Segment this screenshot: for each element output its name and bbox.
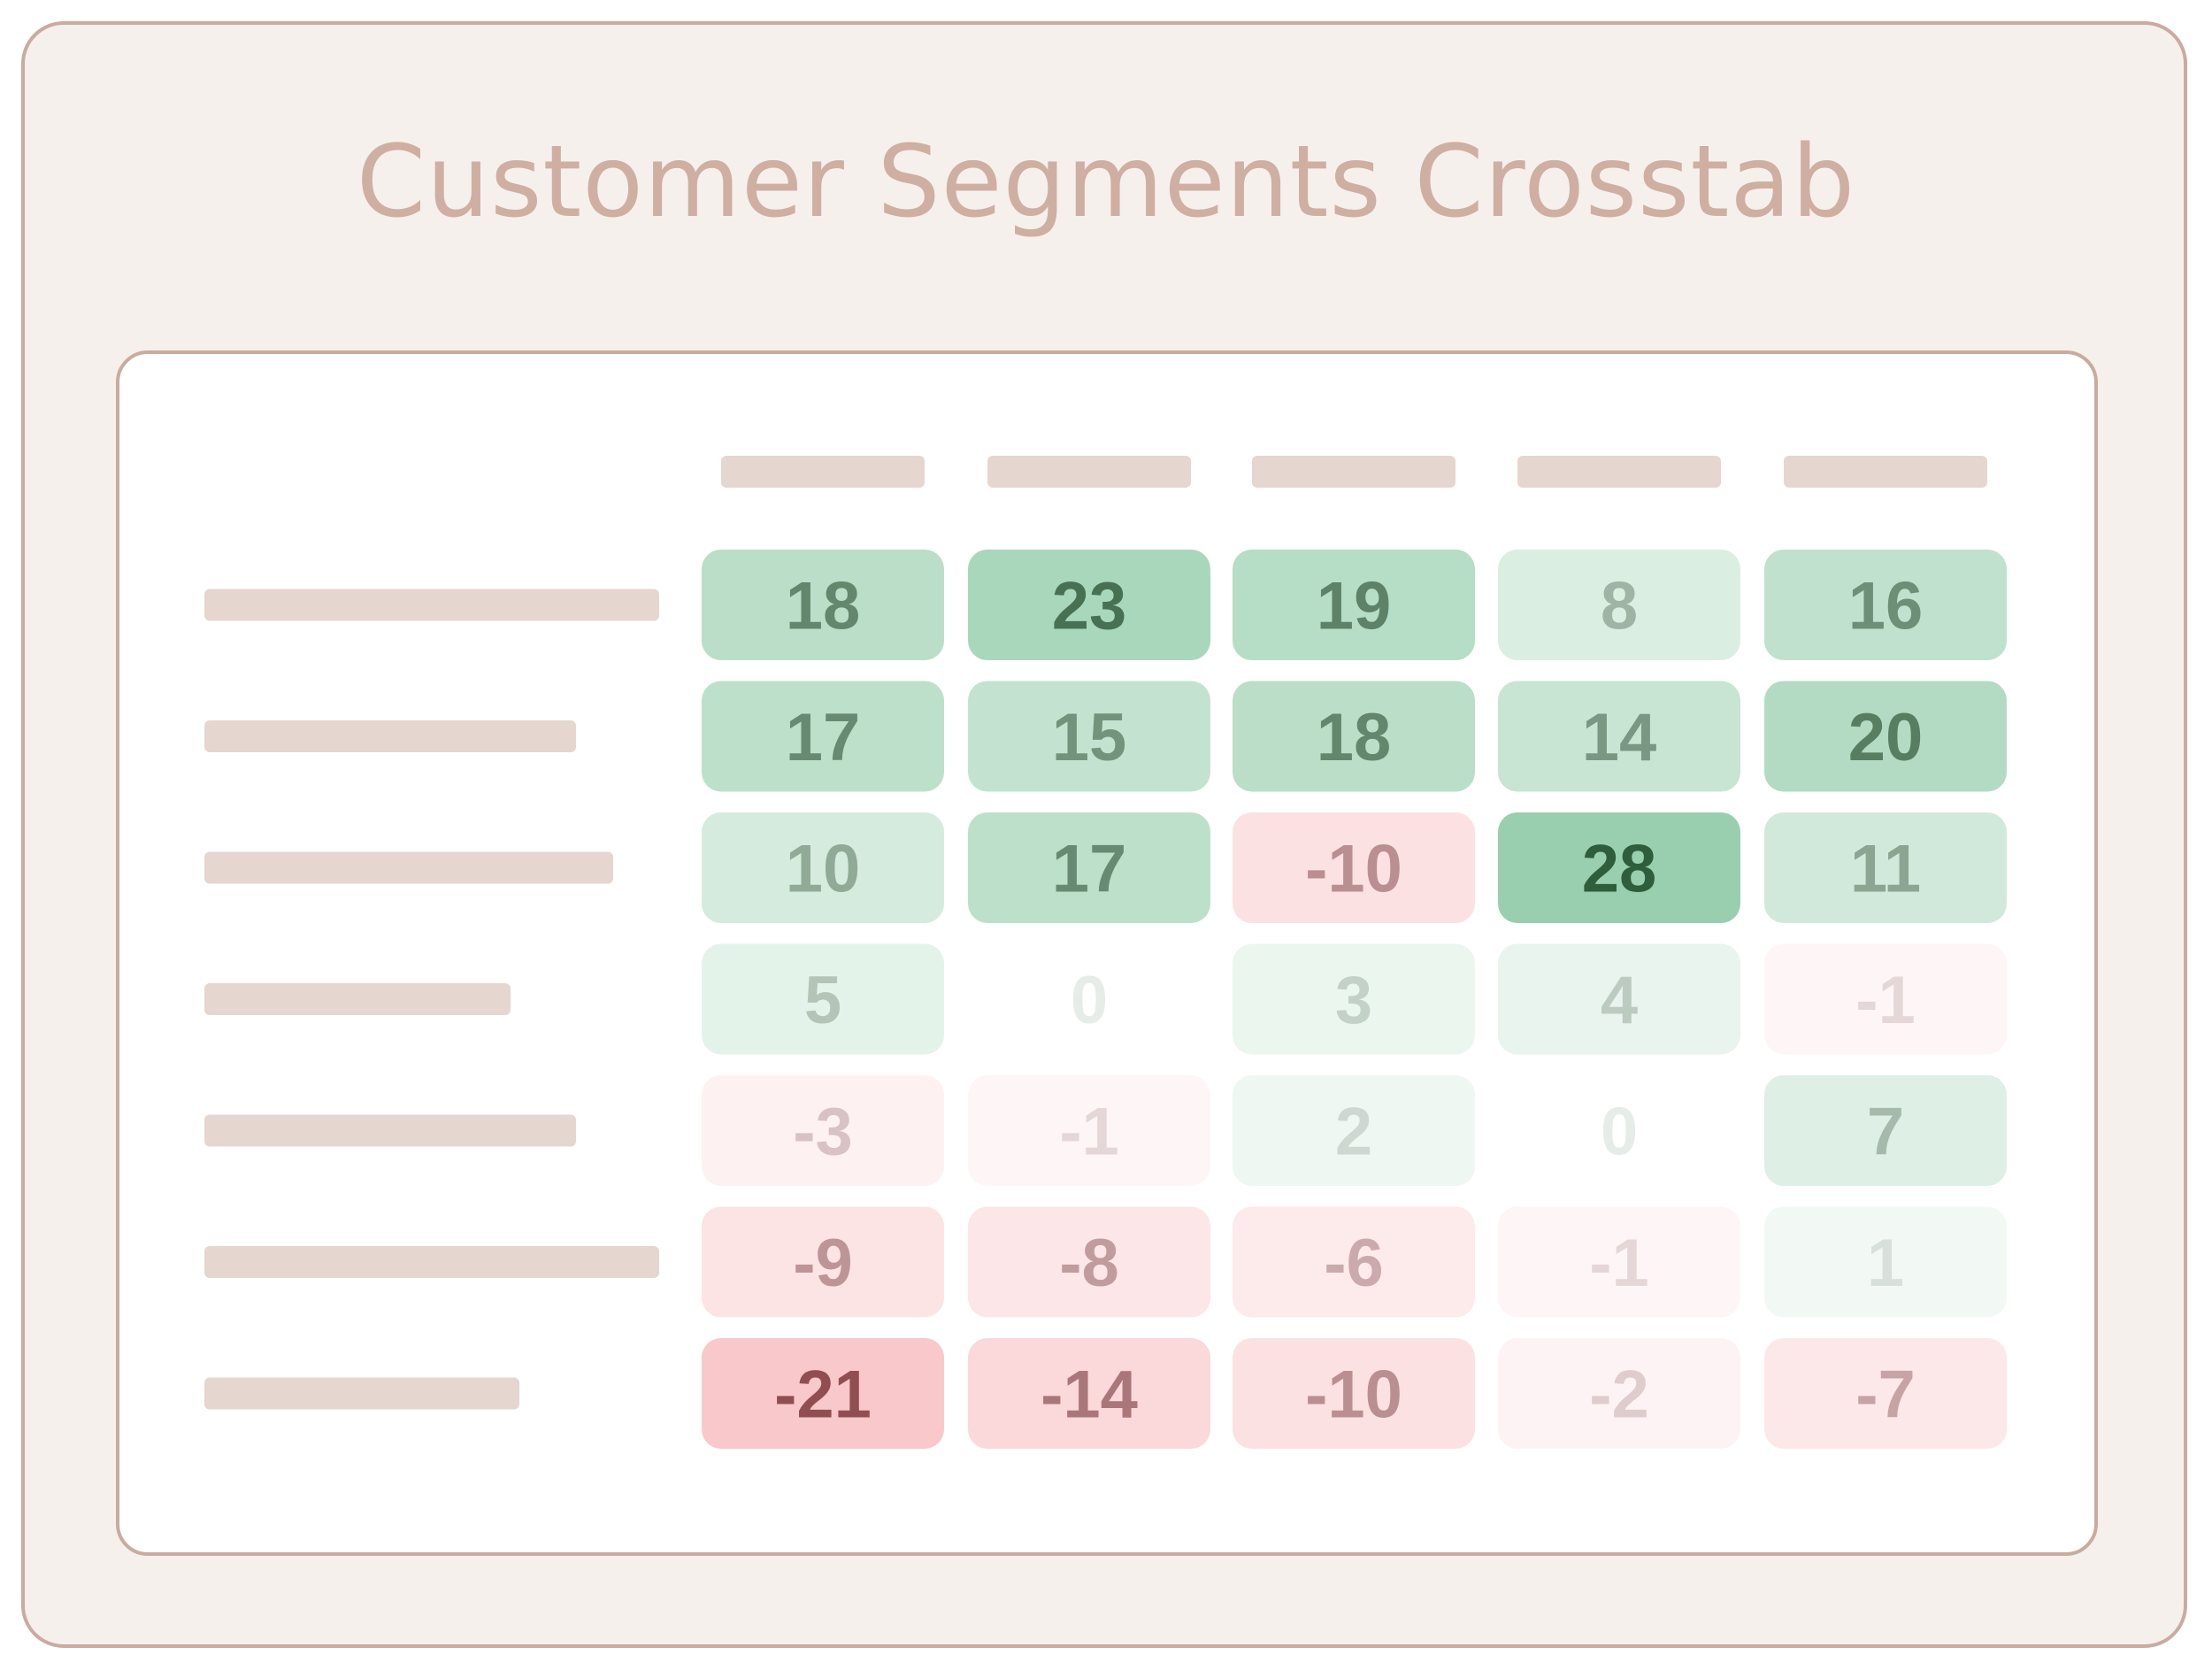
cell-value-r6-c2: -8 [1059,1226,1119,1301]
cell-value-r1-c2: 23 [1052,569,1127,644]
heatmap-cell-r2-c1 [702,681,944,792]
column-header-5 [1784,456,1987,488]
heatmap-cell-r1-c1 [702,550,944,660]
cell-value-r7-c3: -10 [1305,1358,1402,1433]
cell-value-r2-c4: 14 [1582,700,1657,775]
heatmap-cell-r2-c3 [1233,681,1475,792]
cell-value-r3-c4: 28 [1582,832,1657,907]
heatmap-cell-r2-c4 [1498,681,1740,792]
heatmap-cell-r1-c2 [968,550,1210,660]
heatmap-cell-r6-c1 [702,1206,944,1318]
row-label-6 [204,1246,659,1278]
heatmap-cell-r3-c1 [702,812,944,923]
heatmap-cell-r5-c1 [702,1075,944,1186]
heatmap-cell-r5-c3 [1233,1075,1475,1186]
cell-value-r6-c4: -1 [1589,1226,1649,1301]
cell-value-r2-c3: 18 [1317,700,1392,775]
cell-value-r4-c4: 4 [1601,963,1638,1038]
cell-value-r3-c1: 10 [786,832,861,907]
heatmap-cell-r2-c5 [1764,681,2007,792]
cell-value-r7-c5: -7 [1855,1358,1916,1433]
cell-value-r2-c1: 17 [786,700,861,775]
heatmap-cell-r4-c5 [1764,943,2007,1055]
cell-value-r1-c4: 8 [1601,569,1638,644]
row-label-4 [204,983,511,1015]
cell-value-r5-c1: -3 [793,1095,853,1170]
cell-value-r3-c3: -10 [1305,832,1402,907]
cell-value-r5-c3: 2 [1335,1095,1372,1170]
heatmap-cell-r7-c2 [968,1338,1210,1449]
cell-value-r4-c3: 3 [1335,963,1372,1038]
heatmap-cell-r5-c2 [968,1075,1210,1186]
column-header-3 [1252,456,1455,488]
cell-value-r5-c2: -1 [1059,1095,1119,1170]
column-header-2 [987,456,1191,488]
heatmap-cell-r3-c3 [1233,812,1475,923]
cell-value-r4-c2: 0 [1071,963,1108,1038]
heatmap-cell-r6-c3 [1233,1206,1475,1318]
heatmap-cell-r4-c3 [1233,943,1475,1055]
heatmap-cell-r1-c5 [1764,550,2007,660]
heatmap-cell-r7-c3 [1233,1338,1475,1449]
heatmap-cell-r7-c1 [702,1338,944,1449]
column-header-4 [1517,456,1721,488]
heatmap-cell-r4-c2 [968,943,1210,1055]
heatmap-cell-r3-c4 [1498,812,1740,923]
heatmap-cell-r5-c5 [1764,1075,2007,1186]
cell-value-r7-c2: -14 [1041,1358,1138,1433]
column-header-1 [721,456,925,488]
cell-value-r1-c5: 16 [1848,569,1924,644]
cell-value-r1-c1: 18 [786,569,861,644]
heatmap-cell-r7-c5 [1764,1338,2007,1449]
heatmap-cell-r6-c4 [1498,1206,1740,1318]
heatmap-cell-r6-c2 [968,1206,1210,1318]
cell-value-r7-c1: -21 [774,1358,872,1433]
cell-value-r2-c5: 20 [1848,700,1924,775]
chart-title: Customer Segments Crosstab [356,125,1856,240]
row-label-7 [204,1377,519,1410]
heatmap-cell-r4-c4 [1498,943,1740,1055]
heatmap-cell-r6-c5 [1764,1206,2007,1318]
row-label-2 [204,720,576,752]
cell-value-r7-c4: -2 [1589,1358,1649,1433]
heatmap-cell-r1-c3 [1233,550,1475,660]
cell-value-r6-c1: -9 [793,1226,853,1301]
cell-value-r4-c5: -1 [1855,963,1916,1038]
cell-value-r1-c3: 19 [1317,569,1392,644]
heatmap-cell-r5-c4 [1498,1075,1740,1186]
row-label-3 [204,851,613,884]
cell-value-r6-c5: 1 [1867,1226,1904,1301]
row-label-1 [204,589,659,621]
cell-value-r5-c5: 7 [1867,1095,1904,1170]
cell-value-r3-c5: 11 [1850,832,1921,907]
heatmap-cell-r1-c4 [1498,550,1740,660]
heatmap-cell-r4-c1 [702,943,944,1055]
cell-value-r3-c2: 17 [1052,832,1127,907]
heatmap-cell-r3-c5 [1764,812,2007,923]
cell-value-r2-c2: 15 [1052,700,1127,775]
cell-value-r6-c3: -6 [1324,1226,1384,1301]
heatmap-cell-r7-c4 [1498,1338,1740,1449]
cell-value-r4-c1: 5 [804,963,841,1038]
heatmap-cell-r2-c2 [968,681,1210,792]
heatmap-cell-r3-c2 [968,812,1210,923]
row-label-5 [204,1114,576,1147]
cell-value-r5-c4: 0 [1601,1095,1638,1170]
